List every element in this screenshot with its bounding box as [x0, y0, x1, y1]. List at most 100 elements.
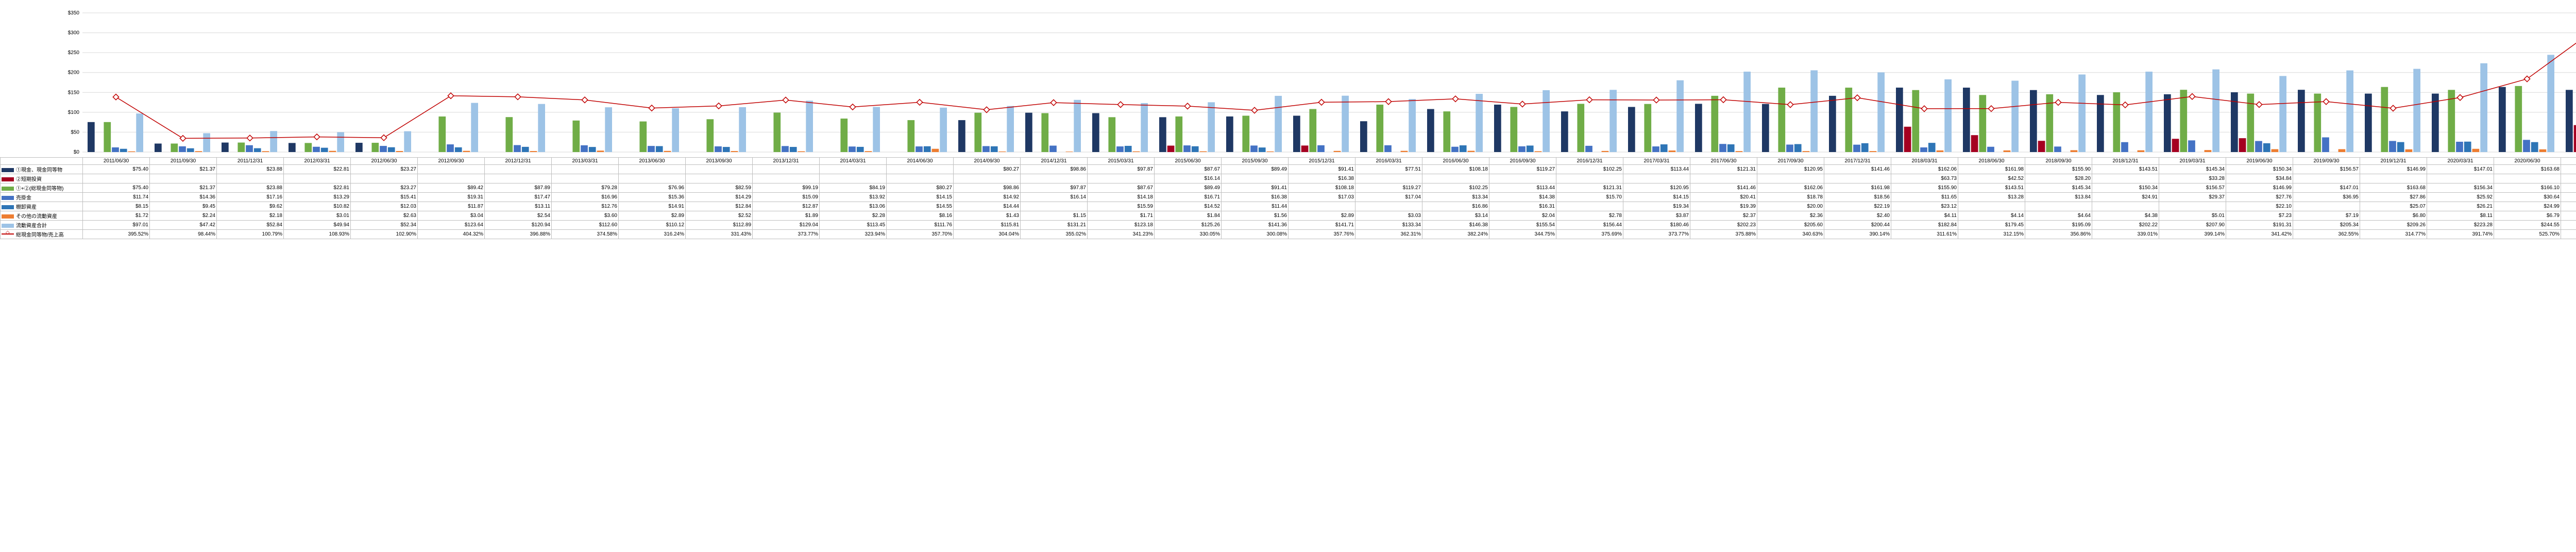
- period-cell: 2020/03/31: [2427, 158, 2494, 165]
- data-cell: $2.89: [619, 211, 686, 221]
- data-cell: $3.03: [1355, 211, 1422, 221]
- period-cell: 2016/12/31: [1556, 158, 1623, 165]
- ratio-marker: [381, 135, 386, 141]
- data-cell: $21.37: [150, 183, 217, 193]
- data-cell: $1.43: [954, 211, 1021, 221]
- bar-other_ca: [1468, 151, 1475, 152]
- data-cell: $87.89: [485, 183, 552, 193]
- data-cell: $11.87: [418, 202, 485, 211]
- data-cell: $11.44: [1222, 202, 1289, 211]
- bar-ca_total: [1275, 96, 1282, 152]
- bar-ca_total: [270, 131, 277, 152]
- period-cell: 2020/06/30: [2494, 158, 2561, 165]
- bar-other_ca: [1937, 150, 1944, 152]
- data-cell: $14.36: [150, 193, 217, 202]
- bar-total_cash: [840, 119, 848, 152]
- bar-cash: [958, 120, 965, 152]
- data-cell: $16.96: [552, 193, 619, 202]
- data-cell: $1.71: [1088, 211, 1155, 221]
- data-cell: 362.31%: [1355, 230, 1422, 239]
- data-cell: $23.27: [351, 183, 418, 193]
- svg-text:$0: $0: [74, 149, 80, 155]
- data-cell: $145.34: [2025, 183, 2092, 193]
- data-cell: [1021, 174, 1088, 183]
- bar-inv: [2464, 142, 2471, 152]
- bar-st_inv: [2172, 139, 2179, 152]
- bar-inv: [2531, 142, 2538, 152]
- data-cell: $113.44: [1623, 165, 1690, 174]
- bar-ar: [2121, 142, 2128, 152]
- data-cell: $14.38: [1489, 193, 1556, 202]
- data-cell: $207.90: [2159, 221, 2226, 230]
- data-cell: $12.03: [351, 202, 418, 211]
- period-cell: 2016/09/30: [1489, 158, 1556, 165]
- data-cell: $75.40: [83, 183, 150, 193]
- data-cell: [418, 165, 485, 174]
- data-cell: $131.21: [1021, 221, 1088, 230]
- svg-text:$300: $300: [68, 30, 80, 36]
- bar-other_ca: [2539, 149, 2547, 152]
- period-cell: 2014/12/31: [1021, 158, 1088, 165]
- data-cell: [1355, 174, 1422, 183]
- ratio-marker: [1720, 97, 1726, 103]
- ratio-marker: [649, 105, 654, 111]
- bar-cash: [289, 143, 296, 152]
- data-cell: $156.34: [2427, 183, 2494, 193]
- data-cell: $89.49: [1155, 183, 1222, 193]
- row-head-cash: ①現金、現金同等物: [1, 165, 83, 174]
- data-cell: $145.34: [2159, 165, 2226, 174]
- data-cell: $6.80: [2360, 211, 2427, 221]
- data-cell: $98.86: [1021, 165, 1088, 174]
- data-cell: 300.08%: [1222, 230, 1289, 239]
- data-cell: [1222, 174, 1289, 183]
- bar-ca_total: [1743, 72, 1751, 152]
- data-cell: $15.59: [1088, 202, 1155, 211]
- period-cell: 2019/03/31: [2159, 158, 2226, 165]
- data-cell: 356.86%: [2025, 230, 2092, 239]
- bar-ar: [1518, 146, 1526, 152]
- data-cell: $244.55: [2494, 221, 2561, 230]
- bar-ca_total: [1141, 103, 1148, 152]
- period-cell: 2016/06/30: [1422, 158, 1489, 165]
- data-cell: 323.94%: [820, 230, 887, 239]
- data-cell: $14.91: [619, 202, 686, 211]
- bar-inv: [1125, 146, 1132, 152]
- data-cell: [485, 174, 552, 183]
- data-cell: $20.41: [1690, 193, 1757, 202]
- data-cell: $19.39: [1690, 202, 1757, 211]
- bar-ca_total: [2078, 75, 2086, 152]
- bar-ca_total: [1609, 90, 1617, 152]
- data-cell: $99.19: [753, 183, 820, 193]
- data-cell: $13.29: [284, 193, 351, 202]
- row-head-inv: 棚卸資産: [1, 202, 83, 211]
- data-cell: $156.57: [2293, 165, 2360, 174]
- data-cell: $121.31: [1690, 165, 1757, 174]
- data-cell: $84.19: [820, 183, 887, 193]
- bar-ca_total: [1944, 79, 1952, 152]
- bar-other_ca: [396, 151, 403, 152]
- svg-text:$50: $50: [71, 129, 79, 135]
- bar-ca_total: [136, 113, 143, 152]
- combo-chart-plot: $0$50$100$150$200$250$300$3500.00%100.00…: [0, 8, 2576, 157]
- bar-total_cash: [1577, 104, 1584, 152]
- bar-st_inv: [1904, 127, 1911, 152]
- data-cell: $1.56: [1222, 211, 1289, 221]
- period-cell: 2013/06/30: [619, 158, 686, 165]
- bar-ca_total: [739, 107, 746, 152]
- data-cell: $16.14: [1155, 174, 1222, 183]
- data-cell: $1.15: [1021, 211, 1088, 221]
- bar-ar: [916, 146, 923, 152]
- data-cell: $7.80: [2561, 211, 2576, 221]
- data-cell: $80.27: [887, 183, 954, 193]
- bar-total_cash: [304, 143, 312, 152]
- data-cell: $156.34: [2561, 165, 2576, 174]
- data-cell: $191.31: [2226, 221, 2293, 230]
- bar-ar: [2523, 140, 2530, 152]
- data-cell: $14.92: [954, 193, 1021, 202]
- data-cell: $91.41: [1222, 183, 1289, 193]
- data-cell: $75.40: [83, 165, 150, 174]
- bar-ar: [514, 145, 521, 152]
- bar-total_cash: [1711, 96, 1718, 152]
- data-cell: $12.87: [753, 202, 820, 211]
- data-cell: $79.28: [552, 183, 619, 193]
